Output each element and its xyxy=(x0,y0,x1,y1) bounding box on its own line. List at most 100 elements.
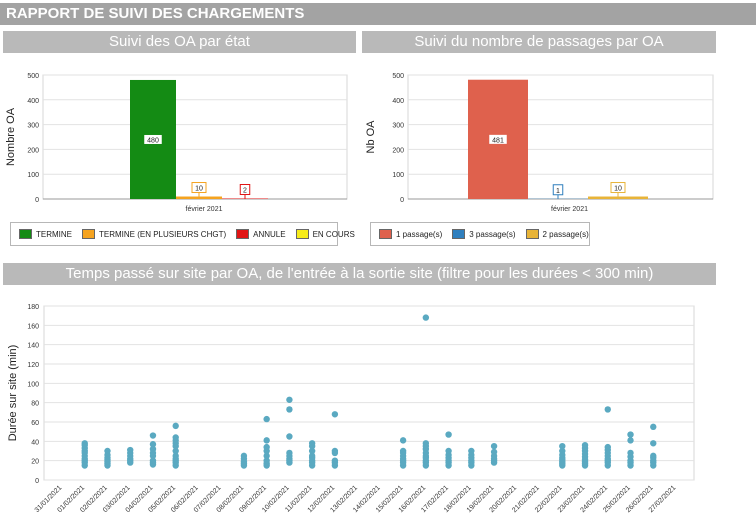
y-axis-label: Durée sur site (min) xyxy=(7,345,19,442)
scatter-point xyxy=(308,452,316,460)
scatter-point xyxy=(490,448,498,456)
legend-label: TERMINE xyxy=(36,229,72,239)
chart-axes: 0 100 200 300 400 500 Nb OA février 2021 xyxy=(365,73,714,213)
legend-swatch xyxy=(19,229,32,239)
y-tick-label: 400 xyxy=(27,98,39,105)
y-tick-label: 20 xyxy=(31,459,39,466)
y-tick-label: 500 xyxy=(27,73,39,80)
scatter-point xyxy=(422,314,430,321)
temps-scatter-chart: 0 20 40 60 80 100 120 140 160 180 Durée sur site (… xyxy=(7,304,695,514)
scatter-point xyxy=(331,447,339,455)
chart-axes: 0 20 40 60 80 100 120 140 160 180 Durée sur site (… xyxy=(7,304,695,514)
scatter-point xyxy=(263,457,270,464)
data-label: 10 xyxy=(614,186,622,193)
scatter-point xyxy=(286,449,293,457)
y-tick-label: 500 xyxy=(392,73,404,80)
legend-label: ANNULE xyxy=(253,229,286,239)
y-tick-label: 140 xyxy=(27,343,39,350)
scatter-point xyxy=(308,447,316,455)
scatter-point xyxy=(286,396,293,403)
scatter-point xyxy=(331,411,339,418)
data-label-box xyxy=(488,133,508,145)
y-tick-label: 0 xyxy=(35,197,39,204)
scatter-point xyxy=(149,441,157,448)
scatter-point xyxy=(172,447,179,455)
legend-item-0: 1 passage(s) xyxy=(379,229,442,239)
scatter-point xyxy=(399,447,407,455)
x-tick-label: février 2021 xyxy=(551,206,588,213)
scatter-point xyxy=(445,447,452,455)
y-axis-label: Nb OA xyxy=(365,120,377,154)
data-label: 10 xyxy=(195,186,203,193)
y-tick-label: 120 xyxy=(27,362,39,369)
data-label-box xyxy=(610,182,626,194)
data-label: 2 xyxy=(243,188,247,195)
y-tick-label: 300 xyxy=(27,123,39,130)
y-axis-label: Nombre OA xyxy=(5,107,17,166)
scatter-point xyxy=(286,406,293,413)
bar-1 xyxy=(176,196,222,199)
scatter-point xyxy=(104,447,111,455)
y-tick-label: 180 xyxy=(27,304,39,311)
y-tick-label: 40 xyxy=(31,439,39,446)
scatter-point xyxy=(81,440,88,447)
y-tick-label: 160 xyxy=(27,323,39,330)
y-tick-label: 100 xyxy=(392,172,404,179)
scatter-point xyxy=(627,437,634,444)
scatter-point xyxy=(422,440,430,447)
scatter-point xyxy=(172,452,179,460)
legend-item-2: ANNULE xyxy=(236,229,286,239)
scatter-point xyxy=(149,445,157,453)
report-title: RAPPORT DE SUIVI DES CHARGEMENTS xyxy=(0,3,756,25)
scatter-point xyxy=(650,440,657,447)
legend-item-3: EN COURS xyxy=(295,229,355,239)
scatter-point xyxy=(149,432,157,439)
legend-label: 2 passage(s) xyxy=(542,229,589,239)
scatter-point xyxy=(172,422,179,430)
scatter-point xyxy=(149,457,157,464)
scatter-point xyxy=(627,449,634,457)
legend-item-0: TERMINE xyxy=(19,229,72,239)
bar-2 xyxy=(588,196,648,199)
data-label: 480 xyxy=(147,137,159,144)
y-tick-label: 400 xyxy=(392,98,404,105)
etat-legend: TERMINE TERMINE (EN PLUSIEURS CHGT) ANNULE… xyxy=(10,222,355,246)
scatter-point xyxy=(650,452,657,460)
scatter-point xyxy=(172,434,179,441)
legend-swatch xyxy=(525,229,539,239)
scatter-point xyxy=(286,433,293,440)
legend-item-2: 2 passage(s) xyxy=(525,229,589,239)
y-tick-label: 300 xyxy=(392,123,404,130)
legend-label: EN COURS xyxy=(312,229,355,239)
scatter-point xyxy=(240,452,248,460)
legend-item-1: 3 passage(s) xyxy=(452,229,516,239)
data-label-box xyxy=(143,133,163,145)
passages-legend: 1 passage(s) 3 passage(s) 2 passage(s) xyxy=(370,222,590,246)
legend-swatch xyxy=(82,229,95,239)
section-header-etat: Suivi des OA par état xyxy=(3,31,356,53)
data-label: 1 xyxy=(556,188,560,195)
legend-swatch xyxy=(452,229,466,239)
scatter-point xyxy=(581,442,589,449)
scatter-point xyxy=(627,431,634,438)
legend-swatch xyxy=(379,229,392,239)
scatter-point xyxy=(127,446,134,454)
passages-bar-chart: 0 100 200 300 400 500 Nb OA février 2021 481 1 10 xyxy=(365,73,714,213)
scatter-point xyxy=(263,443,270,451)
legend-item-1: TERMINE (EN PLUSIEURS CHGT) xyxy=(82,229,226,239)
legend-swatch xyxy=(236,229,250,239)
legend-label: 3 passage(s) xyxy=(469,229,516,239)
section-header-temps: Temps passé sur site par OA, de l'entrée… xyxy=(3,263,716,285)
scatter-point xyxy=(263,415,270,423)
y-tick-label: 100 xyxy=(27,172,39,179)
scatter-point xyxy=(331,457,339,464)
y-tick-label: 0 xyxy=(35,478,39,485)
scatter-point xyxy=(263,452,270,460)
data-label: 481 xyxy=(492,137,504,144)
section-header-passages: Suivi du nombre de passages par OA xyxy=(362,31,716,53)
x-tick-label: février 2021 xyxy=(186,206,223,213)
scatter-point xyxy=(308,440,316,447)
y-tick-label: 60 xyxy=(31,420,39,427)
scatter-point xyxy=(559,442,566,450)
legend-label: 1 passage(s) xyxy=(396,229,443,239)
